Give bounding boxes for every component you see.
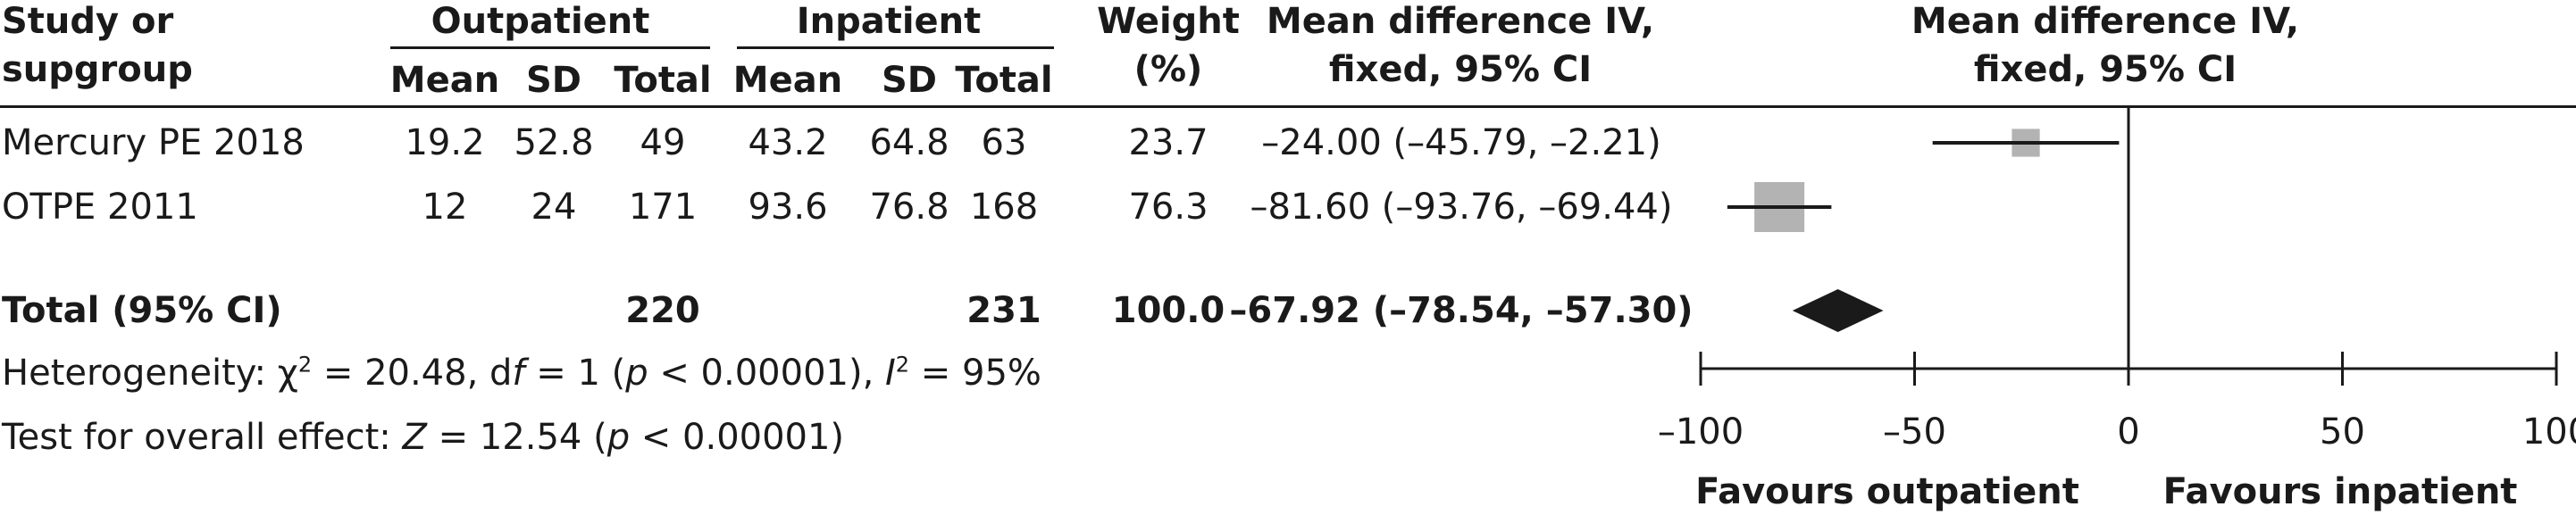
study-name: OTPE 2011 (2, 187, 198, 228)
overall-effect-text: Test for overall effect: Z = 12.54 (p < … (2, 419, 844, 455)
i-squared-symbol: I (885, 353, 896, 394)
out-total: 171 (628, 187, 698, 228)
chi-square-exponent: 2 (297, 352, 313, 378)
heterogeneity-text: Heterogeneity: χ2 = 20.48, df = 1 (p < 0… (2, 352, 1041, 394)
out-total: 49 (640, 122, 686, 163)
favours-inpatient-label: Favours inpatient (2162, 471, 2518, 512)
in-sd: 64.8 (869, 122, 949, 163)
i-squared-value: = 95% (909, 353, 1041, 394)
overall-p-symbol: p (606, 417, 631, 458)
in-mean: 93.6 (748, 187, 828, 228)
header-plot-line2: fixed, 95% CI (1973, 49, 2237, 90)
ci-text: –81.60 (–93.76, –69.44) (1250, 187, 1673, 228)
overall-p-value: < 0.00001) (630, 417, 845, 458)
df-symbol: f (512, 353, 525, 394)
header-out-sd: SD (525, 60, 582, 101)
overall-prefix: Test for overall effect: (2, 417, 403, 458)
total-ci-text: –67.92 (–78.54, –57.30) (1229, 290, 1694, 331)
x-axis-tick-label: 50 (2320, 411, 2365, 453)
heterogeneity-prefix: Heterogeneity: χ (2, 353, 298, 394)
i-squared-exponent: 2 (895, 352, 910, 378)
outpatient-underline (390, 46, 710, 49)
x-axis-tick-label: 100 (2522, 411, 2576, 453)
out-mean: 12 (422, 187, 468, 228)
inpatient-underline (737, 46, 1054, 49)
header-md-line2: fixed, 95% CI (1328, 49, 1593, 90)
p-symbol: p (625, 353, 648, 394)
out-mean: 19.2 (405, 122, 485, 163)
in-total: 168 (969, 187, 1039, 228)
study-name: Mercury PE 2018 (2, 122, 305, 163)
in-mean: 43.2 (748, 122, 828, 163)
header-study-line1: Study or (2, 1, 174, 42)
df-value: = 1 ( (524, 353, 626, 394)
pooled-effect-diamond (1792, 289, 1884, 332)
header-weight-line1: Weight (1097, 1, 1240, 42)
header-study-line2: supgroup (2, 49, 193, 90)
header-in-sd: SD (881, 60, 938, 101)
header-out-total: Total (614, 60, 712, 101)
total-label: Total (95% CI) (2, 290, 282, 331)
in-total: 63 (981, 122, 1027, 163)
chi-square-value: = 20.48, d (312, 353, 513, 394)
total-weight: 100.0 (1111, 290, 1225, 331)
total-in-total: 231 (966, 290, 1041, 331)
ci-text: –24.00 (–45.79, –2.21) (1261, 122, 1661, 163)
header-outpatient: Outpatient (431, 1, 650, 42)
header-in-mean: Mean (732, 60, 843, 101)
weight: 76.3 (1128, 187, 1209, 228)
x-axis-tick-label: –50 (1883, 411, 1946, 453)
out-sd: 52.8 (514, 122, 594, 163)
z-symbol: Z (402, 417, 427, 458)
header-inpatient: Inpatient (796, 1, 982, 42)
header-out-mean: Mean (389, 60, 500, 101)
header-md-line1: Mean difference IV, (1266, 1, 1655, 42)
out-sd: 24 (531, 187, 577, 228)
in-sd: 76.8 (869, 187, 949, 228)
z-value: = 12.54 ( (426, 417, 607, 458)
header-in-total: Total (955, 60, 1053, 101)
p-value: < 0.00001), (648, 353, 885, 394)
weight: 23.7 (1128, 122, 1209, 163)
header-plot-line1: Mean difference IV, (1911, 1, 2300, 42)
x-axis-tick-label: 0 (2117, 411, 2139, 453)
header-weight-line2: (%) (1133, 49, 1203, 90)
total-out-total: 220 (625, 290, 700, 331)
favours-outpatient-label: Favours outpatient (1695, 471, 2079, 512)
header-divider (0, 105, 2576, 108)
x-axis-tick-label: –100 (1658, 411, 1744, 453)
